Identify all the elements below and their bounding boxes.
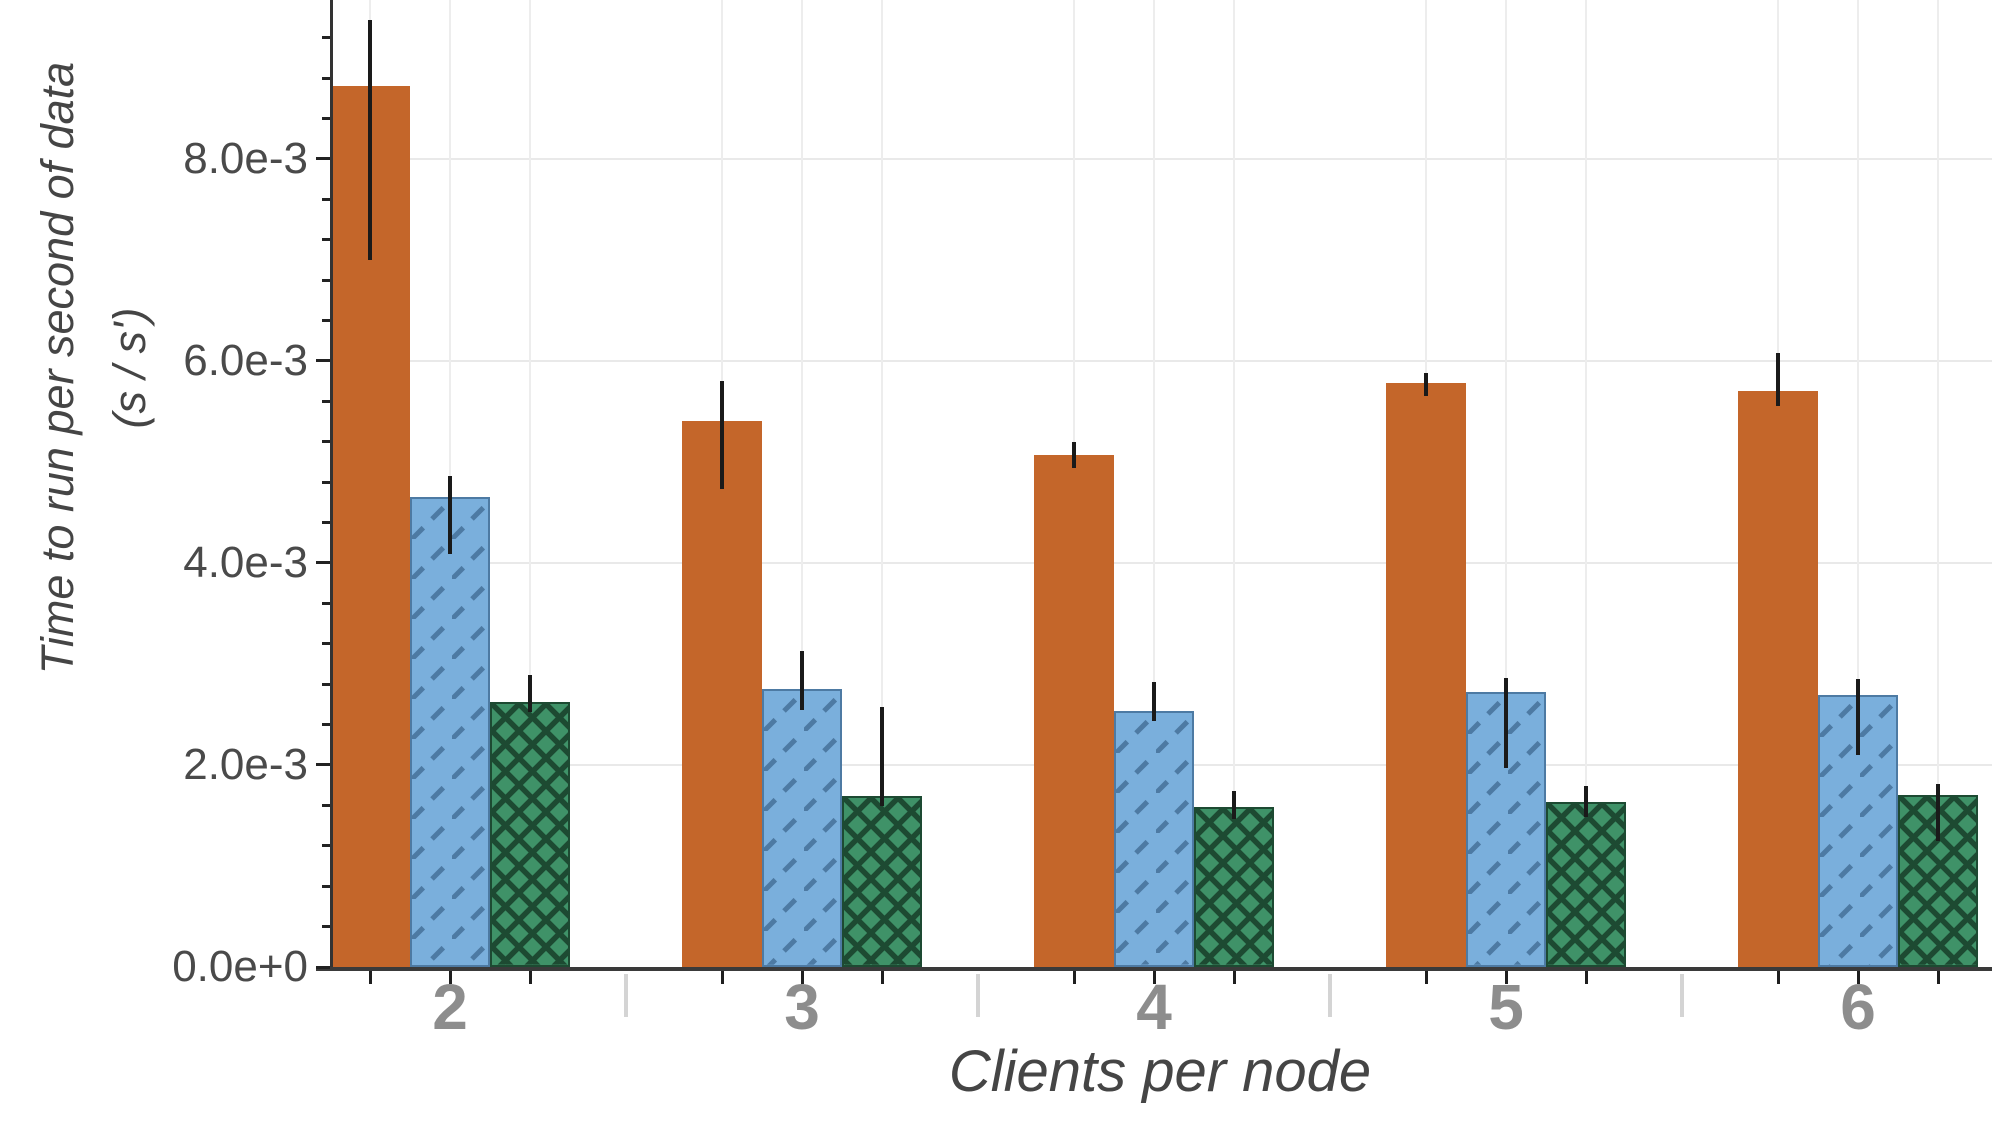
y-minor-tick	[322, 480, 330, 484]
gridline-v	[1505, 0, 1507, 967]
y-tick-label: 4.0e-3	[183, 537, 308, 587]
y-minor-tick	[322, 319, 330, 323]
x-minor-tick	[1856, 971, 1860, 984]
gridline-h-8.0e-3	[330, 157, 1992, 160]
bar-green-crosshatch-x3	[842, 796, 922, 967]
error-bar-blue-diagonal-hatch-x2	[448, 476, 452, 554]
bar-blue-diagonal-hatch-x3	[762, 689, 842, 967]
bar-orange-solid-x6	[1738, 391, 1818, 967]
bar-orange-solid-x3	[682, 420, 762, 967]
y-tick-label: 0.0e+0	[172, 942, 308, 991]
x-minor-tick	[1776, 971, 1780, 984]
x-minor-tick	[800, 971, 804, 984]
y-minor-tick	[322, 197, 330, 201]
y-major-tick	[316, 965, 330, 969]
error-bar-green-crosshatch-x6	[1936, 784, 1940, 841]
x-minor-tick	[1936, 971, 1940, 984]
x-axis-title: Clients per node	[948, 1039, 1372, 1104]
x-minor-tick	[1584, 971, 1588, 984]
y-tick-label: 2.0e-3	[183, 739, 308, 789]
plot-area	[330, 0, 1992, 967]
bar-orange-solid-x5	[1386, 383, 1466, 967]
error-bar-blue-diagonal-hatch-x3	[800, 650, 804, 711]
x-minor-tick	[368, 971, 372, 984]
group-separator	[624, 974, 628, 1017]
x-minor-tick	[528, 971, 532, 984]
y-major-tick	[316, 157, 330, 161]
y-minor-tick	[322, 884, 330, 888]
y-tick-label: 8.0e-3	[183, 133, 308, 183]
error-bar-blue-diagonal-hatch-x4	[1152, 682, 1156, 721]
hatch-overlay-diagonal	[1116, 713, 1192, 965]
hatch-overlay-diagonal	[764, 691, 840, 965]
y-tick-label: 6.0e-3	[183, 335, 308, 385]
y-minor-tick	[322, 117, 330, 121]
error-bar-green-crosshatch-x5	[1584, 786, 1588, 817]
x-minor-tick	[1152, 971, 1156, 984]
x-minor-tick	[1072, 971, 1076, 984]
gridline-v	[1857, 0, 1859, 967]
gridline-v	[881, 0, 883, 967]
x-minor-tick	[448, 971, 452, 984]
gridline-v	[801, 0, 803, 967]
y-minor-tick	[322, 440, 330, 444]
x-minor-tick	[880, 971, 884, 984]
y-axis-title-line1: Time to run per second of data	[32, 61, 83, 675]
bar-green-crosshatch-x5	[1546, 802, 1626, 967]
hatch-overlay-cross	[1196, 809, 1272, 965]
y-minor-tick	[322, 399, 330, 403]
y-major-tick	[316, 359, 330, 363]
y-minor-tick	[322, 642, 330, 646]
y-major-tick	[316, 763, 330, 767]
error-bar-green-crosshatch-x2	[528, 675, 532, 713]
x-minor-tick	[720, 971, 724, 984]
error-bar-green-crosshatch-x3	[880, 707, 884, 807]
y-axis-spine	[330, 0, 333, 971]
y-minor-tick	[322, 238, 330, 242]
y-major-tick	[316, 561, 330, 565]
hatch-overlay-cross	[844, 798, 920, 965]
group-separator	[1328, 974, 1332, 1017]
y-minor-tick	[322, 521, 330, 525]
x-minor-tick	[1424, 971, 1428, 984]
bar-green-crosshatch-x4	[1194, 807, 1274, 967]
gridline-h-6.0e-3	[330, 359, 1992, 362]
y-minor-tick	[322, 601, 330, 605]
gridline-v	[1233, 0, 1235, 967]
gridline-v	[1153, 0, 1155, 967]
hatch-overlay-diagonal	[412, 499, 488, 965]
bar-blue-diagonal-hatch-x4	[1114, 711, 1194, 967]
error-bar-orange-solid-x2	[368, 19, 372, 260]
x-minor-tick	[1504, 971, 1508, 984]
bar-green-crosshatch-x2	[490, 702, 570, 967]
gridline-v	[1937, 0, 1939, 967]
hatch-overlay-cross	[1548, 804, 1624, 965]
y-minor-tick	[322, 36, 330, 40]
error-bar-orange-solid-x4	[1072, 441, 1076, 469]
y-minor-tick	[322, 844, 330, 848]
gridline-v	[1585, 0, 1587, 967]
y-minor-tick	[322, 278, 330, 282]
error-bar-green-crosshatch-x4	[1232, 791, 1236, 819]
error-bar-orange-solid-x5	[1424, 373, 1428, 397]
y-minor-tick	[322, 76, 330, 80]
gridline-v	[529, 0, 531, 967]
error-bar-blue-diagonal-hatch-x6	[1856, 679, 1860, 755]
y-minor-tick	[322, 682, 330, 686]
x-axis-spine	[316, 967, 1992, 971]
x-minor-tick	[1232, 971, 1236, 984]
error-bar-orange-solid-x6	[1776, 352, 1780, 407]
error-bar-orange-solid-x3	[720, 381, 724, 490]
gridline-h-4.0e-3	[330, 561, 1992, 564]
bar-orange-solid-x4	[1034, 454, 1114, 967]
y-minor-tick	[322, 925, 330, 929]
y-minor-tick	[322, 723, 330, 727]
group-separator	[1680, 974, 1684, 1017]
y-minor-tick	[322, 803, 330, 807]
error-bar-blue-diagonal-hatch-x5	[1504, 678, 1508, 769]
group-separator	[976, 974, 980, 1017]
hatch-overlay-cross	[492, 704, 568, 965]
bar-blue-diagonal-hatch-x2	[410, 497, 490, 967]
